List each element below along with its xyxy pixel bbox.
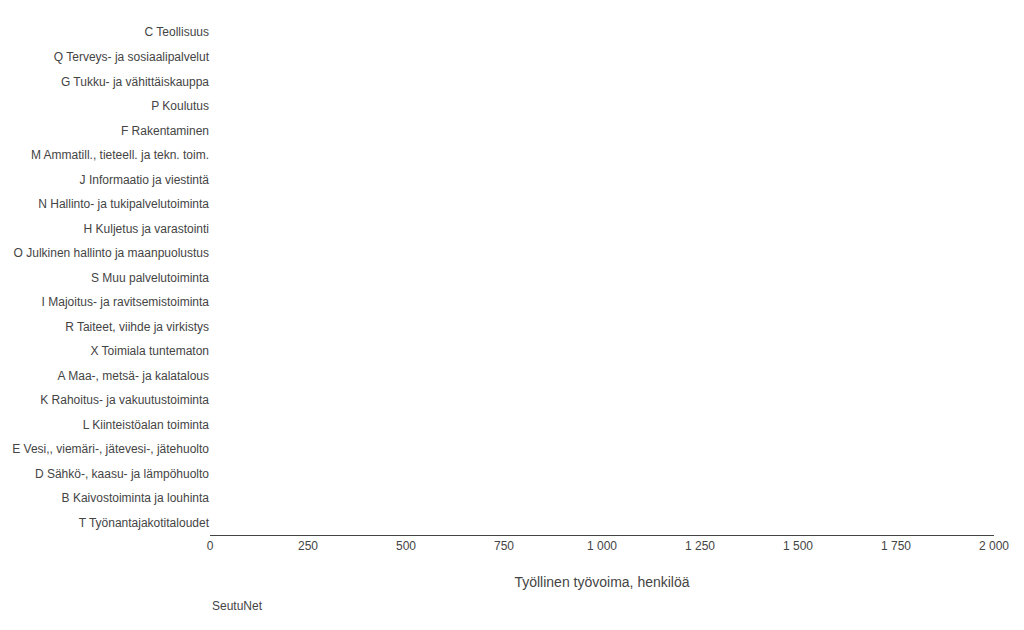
svg-text:250: 250 bbox=[298, 539, 318, 553]
svg-text:Työllinen työvoima, henkilöä: Työllinen työvoima, henkilöä bbox=[514, 574, 689, 590]
svg-text:I Majoitus- ja ravitsemistoimi: I Majoitus- ja ravitsemistoiminta bbox=[42, 295, 210, 309]
svg-text:P Koulutus: P Koulutus bbox=[151, 99, 209, 113]
svg-text:B Kaivostoiminta ja louhinta: B Kaivostoiminta ja louhinta bbox=[62, 491, 210, 505]
svg-text:Q Terveys- ja sosiaalipalvelut: Q Terveys- ja sosiaalipalvelut bbox=[54, 50, 210, 64]
svg-text:S Muu palvelutoiminta: S Muu palvelutoiminta bbox=[91, 271, 209, 285]
svg-text:C Teollisuus: C Teollisuus bbox=[145, 25, 209, 39]
svg-text:R Taiteet, viihde ja virkistys: R Taiteet, viihde ja virkistys bbox=[65, 320, 209, 334]
svg-text:500: 500 bbox=[396, 539, 416, 553]
svg-text:2 000: 2 000 bbox=[979, 539, 1009, 553]
svg-text:O Julkinen hallinto ja maanpuo: O Julkinen hallinto ja maanpuolustus bbox=[14, 246, 209, 260]
svg-text:0: 0 bbox=[207, 539, 214, 553]
svg-text:T Työnantajakotitaloudet: T Työnantajakotitaloudet bbox=[79, 516, 210, 530]
svg-text:750: 750 bbox=[494, 539, 514, 553]
svg-text:D Sähkö-, kaasu- ja lämpöhuolt: D Sähkö-, kaasu- ja lämpöhuolto bbox=[35, 467, 209, 481]
svg-text:SeutuNet: SeutuNet bbox=[212, 599, 263, 613]
svg-text:E Vesi,, viemäri-, jätevesi-,: E Vesi,, viemäri-, jätevesi-, jätehuolto bbox=[12, 442, 209, 456]
svg-text:1 750: 1 750 bbox=[881, 539, 911, 553]
svg-text:K Rahoitus- ja vakuutustoimint: K Rahoitus- ja vakuutustoiminta bbox=[40, 393, 209, 407]
svg-text:M Ammatill., tieteell. ja tekn: M Ammatill., tieteell. ja tekn. toim. bbox=[31, 148, 209, 162]
svg-text:X Toimiala tuntematon: X Toimiala tuntematon bbox=[90, 344, 209, 358]
svg-text:L Kiinteistöalan toiminta: L Kiinteistöalan toiminta bbox=[83, 418, 210, 432]
svg-text:G Tukku- ja vähittäiskauppa: G Tukku- ja vähittäiskauppa bbox=[61, 75, 209, 89]
svg-text:1 000: 1 000 bbox=[587, 539, 617, 553]
svg-text:1 500: 1 500 bbox=[783, 539, 813, 553]
svg-text:F Rakentaminen: F Rakentaminen bbox=[121, 124, 209, 138]
svg-text:J Informaatio ja viestintä: J Informaatio ja viestintä bbox=[80, 173, 210, 187]
svg-text:N Hallinto- ja tukipalvelutoim: N Hallinto- ja tukipalvelutoiminta bbox=[38, 197, 209, 211]
svg-text:H Kuljetus ja varastointi: H Kuljetus ja varastointi bbox=[84, 222, 209, 236]
svg-text:1 250: 1 250 bbox=[685, 539, 715, 553]
svg-text:A Maa-, metsä- ja kalatalous: A Maa-, metsä- ja kalatalous bbox=[58, 369, 209, 383]
